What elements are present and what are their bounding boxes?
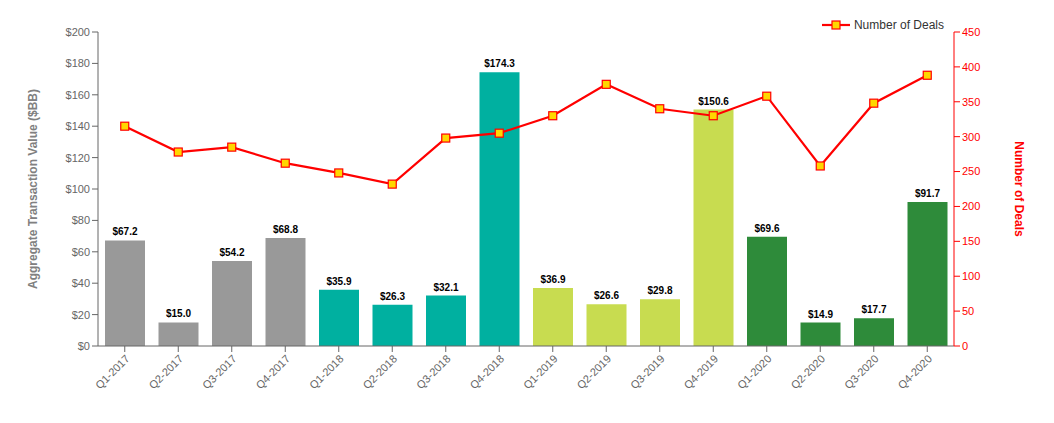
- svg-text:$150.6: $150.6: [698, 96, 729, 107]
- svg-text:$67.2: $67.2: [112, 226, 137, 237]
- svg-text:$26.3: $26.3: [380, 291, 405, 302]
- svg-text:Q1-2019: Q1-2019: [521, 352, 560, 391]
- svg-text:Q2-2020: Q2-2020: [788, 352, 827, 391]
- svg-text:$26.6: $26.6: [594, 290, 619, 301]
- svg-text:$40: $40: [72, 277, 90, 289]
- svg-text:Number of Deals: Number of Deals: [1012, 141, 1026, 237]
- svg-text:Q1-2018: Q1-2018: [307, 352, 346, 391]
- svg-text:$120: $120: [66, 152, 90, 164]
- svg-text:Q2-2018: Q2-2018: [360, 352, 399, 391]
- svg-text:Q3-2020: Q3-2020: [842, 352, 881, 391]
- svg-text:Q4-2020: Q4-2020: [895, 352, 934, 391]
- svg-text:Q1-2017: Q1-2017: [93, 352, 132, 391]
- svg-text:Q4-2018: Q4-2018: [467, 352, 506, 391]
- svg-text:$17.7: $17.7: [861, 304, 886, 315]
- svg-text:$32.1: $32.1: [433, 282, 458, 293]
- svg-text:$35.9: $35.9: [326, 276, 351, 287]
- svg-text:$80: $80: [72, 214, 90, 226]
- svg-text:$29.8: $29.8: [647, 285, 672, 296]
- svg-text:350: 350: [962, 96, 980, 108]
- svg-text:Aggregate Transaction Value ($: Aggregate Transaction Value ($BB): [26, 89, 40, 289]
- svg-text:150: 150: [962, 235, 980, 247]
- svg-text:50: 50: [962, 305, 974, 317]
- svg-text:Q1-2020: Q1-2020: [735, 352, 774, 391]
- svg-text:$91.7: $91.7: [915, 188, 940, 199]
- svg-text:200: 200: [962, 200, 980, 212]
- svg-text:$100: $100: [66, 183, 90, 195]
- svg-text:$180: $180: [66, 57, 90, 69]
- svg-text:400: 400: [962, 61, 980, 73]
- svg-text:$174.3: $174.3: [484, 58, 515, 69]
- html-text:Number of Deals: Number of Deals: [854, 18, 944, 32]
- svg-text:$54.2: $54.2: [219, 247, 244, 258]
- svg-text:$69.6: $69.6: [754, 223, 779, 234]
- svg-text:$36.9: $36.9: [540, 274, 565, 285]
- svg-text:$14.9: $14.9: [808, 309, 833, 320]
- svg-text:Q4-2017: Q4-2017: [253, 352, 292, 391]
- svg-text:Q4-2019: Q4-2019: [681, 352, 720, 391]
- svg-text:0: 0: [962, 340, 968, 352]
- svg-text:Q2-2019: Q2-2019: [574, 352, 613, 391]
- svg-text:Q3-2018: Q3-2018: [414, 352, 453, 391]
- svg-text:Q2-2017: Q2-2017: [146, 352, 185, 391]
- svg-text:Q3-2019: Q3-2019: [628, 352, 667, 391]
- svg-text:$0: $0: [78, 340, 90, 352]
- svg-text:$68.8: $68.8: [273, 224, 298, 235]
- svg-text:Q3-2017: Q3-2017: [200, 352, 239, 391]
- svg-text:$15.0: $15.0: [166, 308, 191, 319]
- svg-text:100: 100: [962, 270, 980, 282]
- svg-text:300: 300: [962, 131, 980, 143]
- svg-text:$200: $200: [66, 26, 90, 38]
- svg-text:450: 450: [962, 26, 980, 38]
- svg-text:$60: $60: [72, 246, 90, 258]
- svg-text:$160: $160: [66, 89, 90, 101]
- svg-text:250: 250: [962, 165, 980, 177]
- svg-text:$140: $140: [66, 120, 90, 132]
- svg-text:$20: $20: [72, 309, 90, 321]
